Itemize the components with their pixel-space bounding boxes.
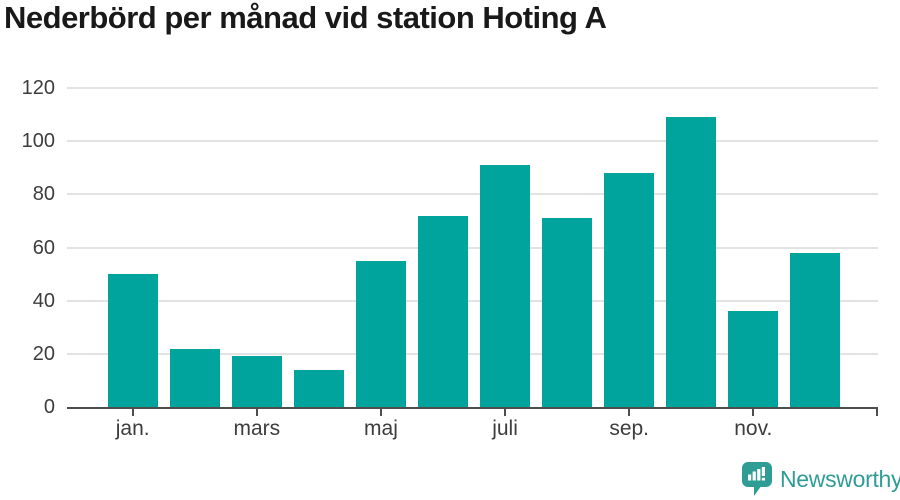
- gridline-60: [67, 246, 878, 249]
- bar-month-7: [480, 165, 531, 407]
- gridline-120: [67, 87, 878, 89]
- brand-name: Newsworthy: [780, 465, 900, 492]
- y-tick-label-0: 0: [43, 396, 55, 418]
- bar-month-5: [355, 260, 406, 407]
- gridline-80: [67, 193, 878, 196]
- bar-month-3: [231, 356, 282, 407]
- bar-month-6: [418, 215, 468, 407]
- y-tick-label-120: 120: [21, 77, 55, 99]
- newsworthy-bar-chart-bubble-icon: [742, 462, 772, 496]
- precipitation-bar-chart: 0 20 40 60 80 100 120 jan. mars maj juli sep. nov.: [21, 77, 878, 440]
- bar-month-11: [728, 311, 779, 407]
- bar-month-10: [666, 117, 717, 407]
- y-tick-label-80: 80: [32, 183, 55, 206]
- bar-month-1: [107, 274, 158, 407]
- x-tick-label-maj: maj: [364, 417, 398, 440]
- gridline-40: [67, 299, 878, 302]
- gridline-100: [67, 140, 878, 143]
- x-axis-line: [67, 407, 878, 409]
- bar-month-8: [542, 218, 593, 407]
- x-tick-mars: [255, 409, 258, 416]
- y-tick-label-60: 60: [32, 236, 55, 259]
- x-axis-end-tick: [876, 409, 878, 416]
- bar-month-9: [604, 173, 655, 407]
- x-tick-nov: [752, 409, 755, 416]
- y-tick-label-20: 20: [32, 342, 55, 365]
- x-tick-label-nov: nov.: [734, 417, 773, 440]
- x-tick-label-jan: jan.: [115, 417, 150, 440]
- x-tick-maj: [379, 409, 382, 416]
- bar-month-4: [293, 369, 344, 407]
- x-tick-jan: [131, 409, 134, 416]
- x-tick-juli: [504, 409, 507, 416]
- bar-month-2: [169, 348, 220, 407]
- x-tick-sep: [628, 409, 631, 416]
- y-tick-label-40: 40: [32, 289, 55, 312]
- chart-title: Nederbörd per månad vid station Hoting A: [4, 0, 607, 35]
- bar-month-12: [790, 252, 841, 407]
- gridline-20: [67, 352, 878, 355]
- x-tick-label-mars: mars: [233, 417, 281, 440]
- newsworthy-logo: Newsworthy: [742, 462, 900, 496]
- x-tick-label-sep: sep.: [609, 417, 650, 440]
- y-tick-label-100: 100: [21, 130, 55, 153]
- x-tick-label-juli: juli: [492, 417, 518, 440]
